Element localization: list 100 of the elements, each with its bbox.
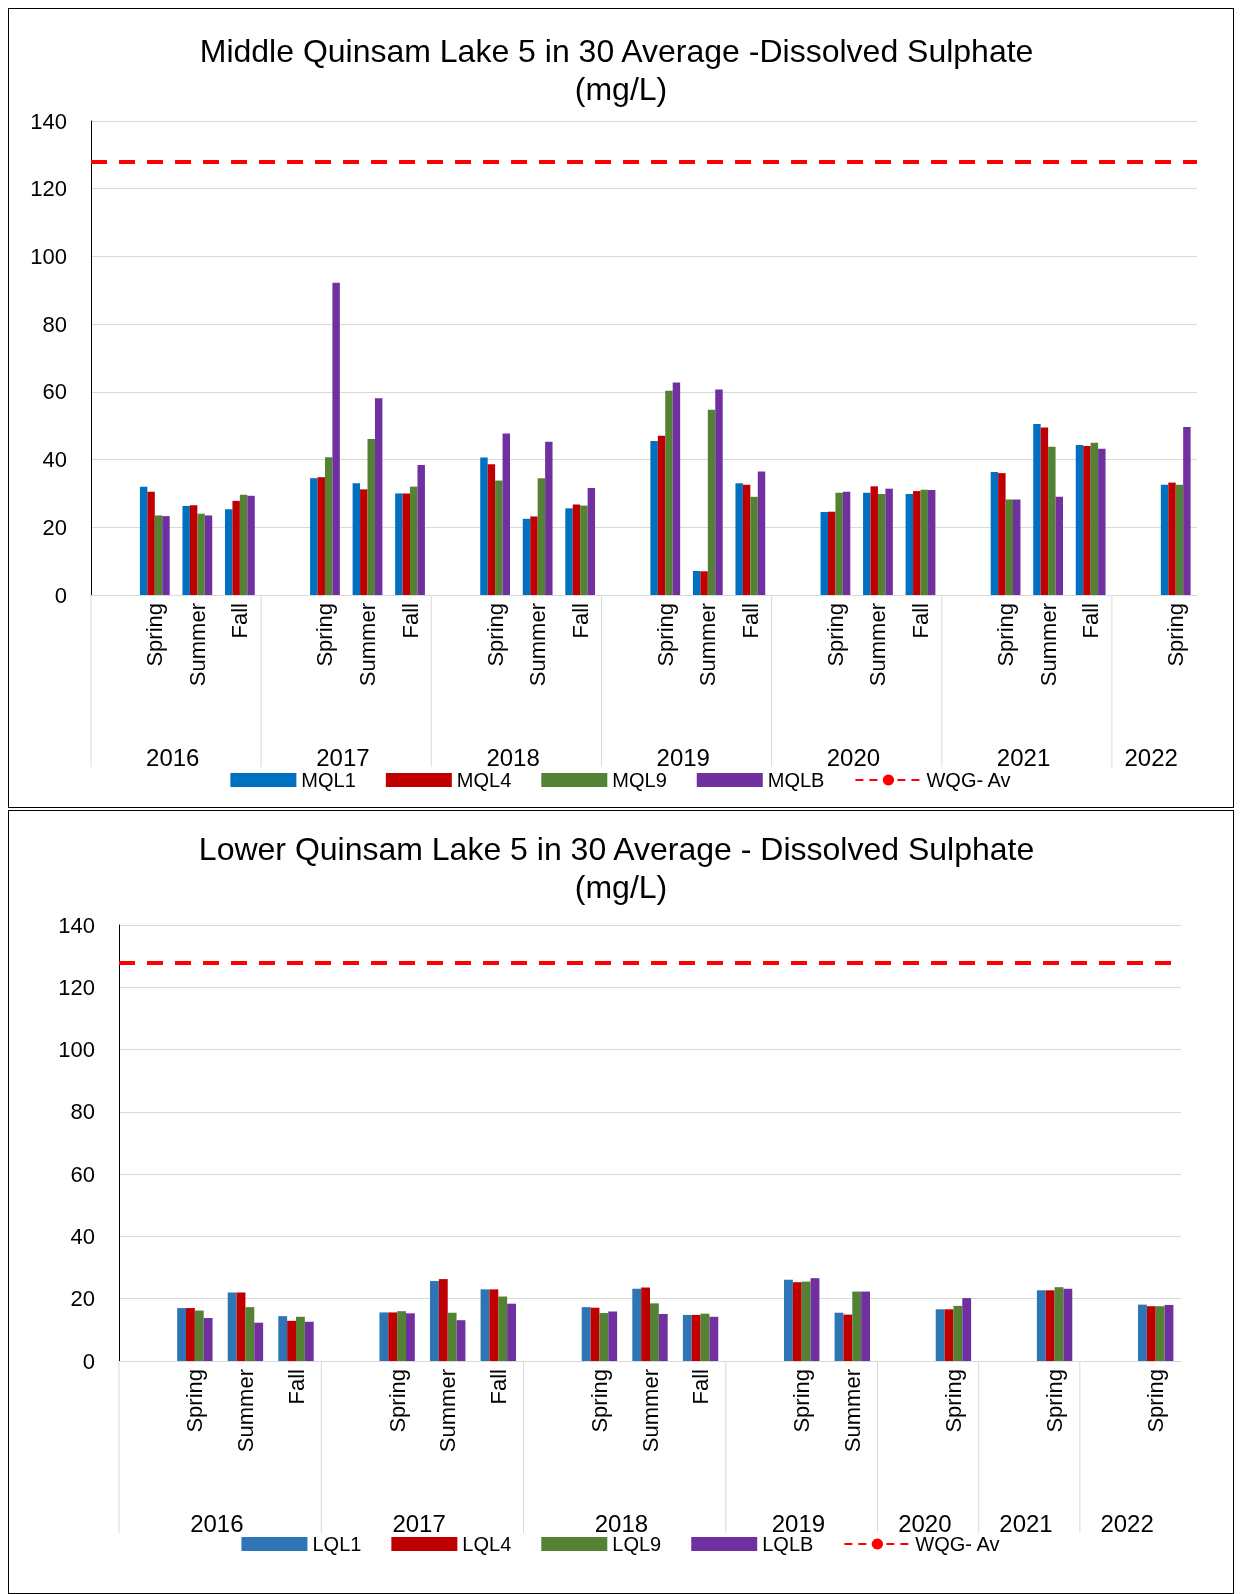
x-tick-label: Summer (839, 1369, 865, 1453)
y-tick-label: 140 (58, 912, 95, 938)
x-tick-label: Fall (908, 603, 933, 639)
bar (587, 488, 596, 595)
x-tick-label: Spring (142, 603, 168, 667)
text: 2018 (486, 743, 540, 771)
bar (1055, 496, 1063, 595)
x-tick-label: Summer (637, 1369, 663, 1453)
bar (489, 1289, 499, 1361)
y-tick-label: 100 (58, 1037, 95, 1063)
bar (502, 433, 510, 595)
x-tick-label: Fall (397, 603, 423, 639)
bar (147, 491, 155, 595)
bar (870, 486, 878, 595)
bar (1083, 446, 1091, 595)
text: 2020 (826, 743, 881, 771)
bar (1168, 482, 1176, 595)
bar (820, 512, 828, 595)
bar (177, 1308, 187, 1361)
x-tick-label: Spring (586, 1369, 612, 1433)
x-tick-label: Summer (695, 603, 721, 687)
legend-label: WQG- Av (926, 769, 1011, 791)
x-tick-label: Spring (312, 603, 338, 667)
bar (990, 472, 999, 595)
bar (641, 1287, 650, 1361)
text: 2019 (656, 743, 710, 771)
text: 2016 (146, 743, 200, 771)
bar (742, 484, 751, 595)
bar (1036, 1290, 1046, 1361)
bar (182, 505, 190, 595)
bar (186, 1308, 195, 1361)
bar (225, 509, 233, 595)
bar (700, 571, 708, 595)
bar (397, 1311, 406, 1361)
bar (877, 494, 886, 595)
x-tick-label: Summer (232, 1369, 258, 1453)
bar (581, 1307, 591, 1361)
x-tick-label: Summer (355, 603, 380, 687)
bar (580, 505, 588, 595)
x-tick-label: Spring (822, 603, 848, 667)
bar (1045, 1290, 1055, 1361)
bar (507, 1303, 516, 1361)
bar (827, 511, 836, 595)
y-tick-label: 40 (42, 447, 67, 473)
bar (658, 1313, 668, 1361)
bar (203, 1318, 213, 1361)
x-tick-label: Fall (567, 603, 593, 639)
legend-label: LQL4 (462, 1533, 512, 1555)
bar (374, 398, 383, 595)
bar (332, 282, 340, 595)
bar (430, 1280, 439, 1361)
y-tick-label: 140 (30, 108, 67, 134)
bar (204, 515, 213, 595)
bar (537, 478, 546, 595)
text: 2022 (1124, 743, 1178, 771)
bar (447, 1312, 457, 1361)
bar (287, 1320, 296, 1361)
bar (162, 516, 170, 595)
bar (1075, 445, 1084, 595)
bar (920, 489, 928, 595)
bar (1063, 1288, 1073, 1361)
bar (324, 457, 333, 595)
bar (367, 438, 375, 595)
bar (1033, 424, 1041, 595)
bar (707, 409, 716, 595)
bar (1146, 1306, 1156, 1361)
x-tick-label: Spring (1042, 1369, 1068, 1433)
legend-label: MQL1 (301, 769, 356, 791)
bar (402, 493, 411, 595)
bar (197, 513, 205, 595)
bar (1013, 499, 1021, 595)
text: 2022 (1100, 1509, 1154, 1537)
x-tick-label: Spring (482, 603, 508, 667)
bar (487, 464, 496, 595)
y-tick-label: 120 (30, 176, 67, 202)
bar (735, 483, 743, 595)
bar (1005, 499, 1014, 595)
bar (254, 1322, 264, 1361)
bar (227, 1292, 237, 1361)
bar (1054, 1287, 1064, 1361)
x-tick-label: Spring (789, 1369, 815, 1433)
bar (480, 1289, 490, 1361)
bar (632, 1288, 642, 1361)
bar (750, 496, 758, 595)
bar (1040, 427, 1049, 595)
bar (843, 1314, 853, 1361)
bar (863, 492, 871, 595)
bar (360, 489, 368, 595)
bar (304, 1321, 314, 1361)
chart-title: Lower Quinsam Lake 5 in 30 Average - Dissolved Sulphate (mg/L) (198, 831, 1044, 905)
x-tick-label: Summer (435, 1369, 461, 1453)
x-tick-label: Spring (384, 1369, 410, 1433)
bar (480, 457, 488, 595)
x-tick-label: Summer (525, 603, 551, 687)
bar (239, 494, 248, 595)
bar (935, 1309, 945, 1361)
bar (650, 440, 658, 595)
bar (692, 570, 701, 595)
bar (927, 490, 936, 595)
bar (545, 441, 553, 595)
